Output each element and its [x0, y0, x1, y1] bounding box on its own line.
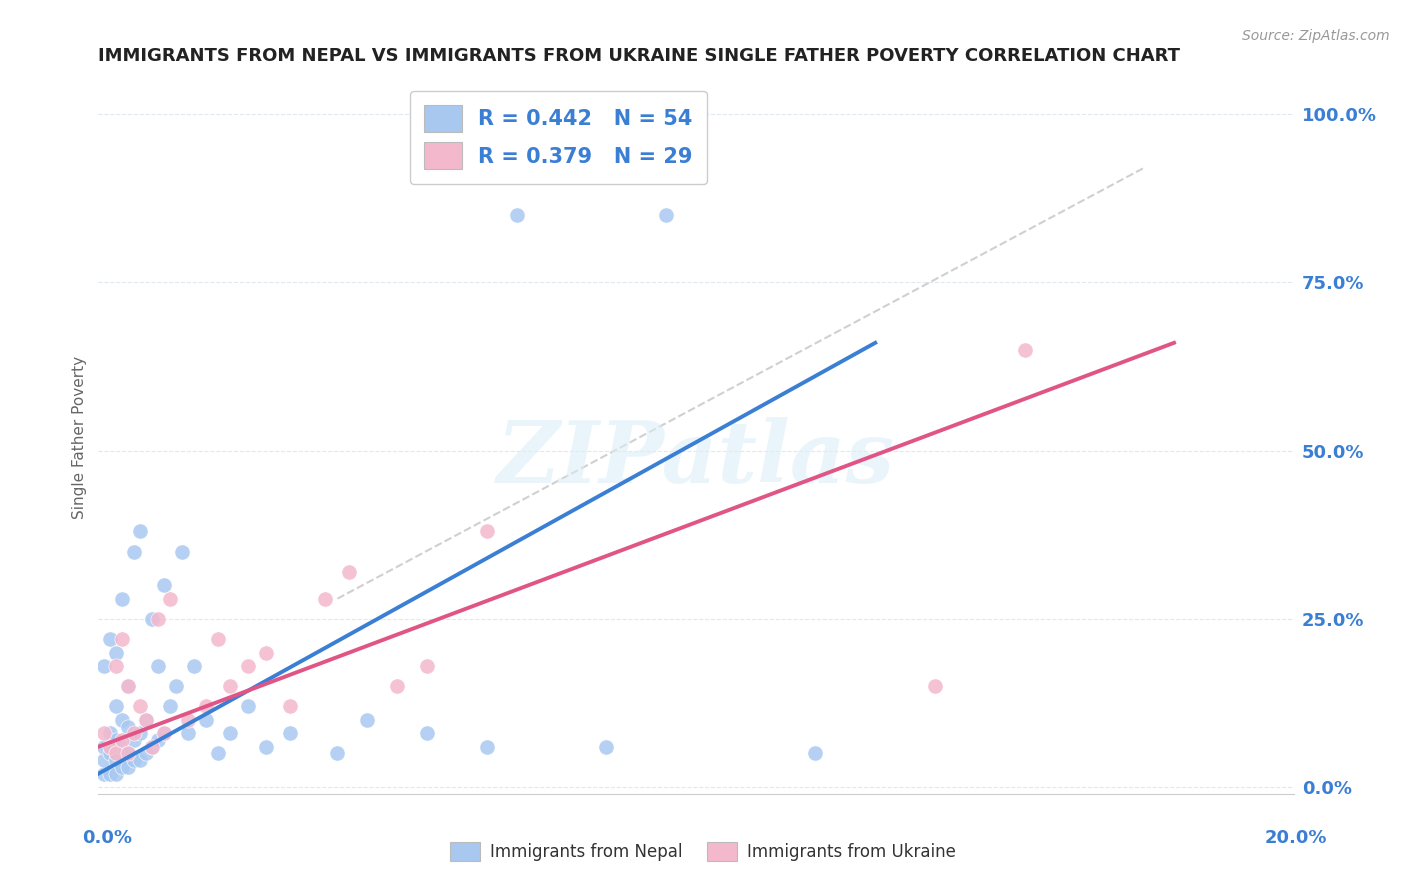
- Point: [153, 726, 176, 740]
- Text: IMMIGRANTS FROM NEPAL VS IMMIGRANTS FROM UKRAINE SINGLE FATHER POVERTY CORRELATI: IMMIGRANTS FROM NEPAL VS IMMIGRANTS FROM…: [98, 47, 1181, 65]
- Point: [93, 659, 115, 673]
- Text: 20.0%: 20.0%: [1265, 829, 1327, 847]
- Point: [475, 739, 498, 754]
- Point: [117, 747, 139, 761]
- Point: [98, 632, 122, 646]
- Point: [105, 699, 128, 714]
- Point: [105, 747, 128, 761]
- Text: Source: ZipAtlas.com: Source: ZipAtlas.com: [1241, 29, 1389, 43]
- Point: [254, 739, 277, 754]
- Point: [177, 726, 200, 740]
- Legend: Immigrants from Nepal, Immigrants from Ukraine: Immigrants from Nepal, Immigrants from U…: [443, 835, 963, 868]
- Point: [105, 753, 128, 767]
- Point: [254, 646, 277, 660]
- Point: [475, 524, 498, 539]
- Point: [183, 659, 205, 673]
- Point: [98, 726, 122, 740]
- Point: [236, 699, 259, 714]
- Point: [111, 733, 134, 747]
- Point: [148, 733, 170, 747]
- Point: [98, 747, 122, 761]
- Point: [172, 544, 194, 558]
- Point: [124, 726, 146, 740]
- Point: [356, 713, 378, 727]
- Point: [105, 733, 128, 747]
- Point: [93, 753, 115, 767]
- Point: [93, 766, 115, 780]
- Point: [124, 733, 146, 747]
- Point: [207, 632, 229, 646]
- Point: [124, 753, 146, 767]
- Point: [117, 679, 139, 693]
- Point: [93, 726, 115, 740]
- Point: [111, 739, 134, 754]
- Point: [506, 208, 529, 222]
- Point: [148, 612, 170, 626]
- Point: [385, 679, 409, 693]
- Point: [416, 726, 439, 740]
- Point: [124, 544, 146, 558]
- Point: [105, 646, 128, 660]
- Point: [111, 632, 134, 646]
- Point: [129, 753, 152, 767]
- Point: [219, 726, 242, 740]
- Text: ZIPatlas: ZIPatlas: [496, 417, 896, 500]
- Point: [195, 699, 218, 714]
- Legend: R = 0.442   N = 54, R = 0.379   N = 29: R = 0.442 N = 54, R = 0.379 N = 29: [409, 91, 707, 184]
- Point: [326, 747, 349, 761]
- Point: [416, 659, 439, 673]
- Y-axis label: Single Father Poverty: Single Father Poverty: [72, 356, 87, 518]
- Point: [98, 739, 122, 754]
- Point: [135, 713, 157, 727]
- Point: [159, 699, 181, 714]
- Point: [111, 760, 134, 774]
- Point: [655, 208, 678, 222]
- Point: [129, 524, 152, 539]
- Point: [177, 713, 200, 727]
- Point: [236, 659, 259, 673]
- Point: [105, 659, 128, 673]
- Point: [129, 726, 152, 740]
- Point: [93, 739, 115, 754]
- Point: [141, 612, 163, 626]
- Point: [278, 699, 301, 714]
- Point: [165, 679, 187, 693]
- Point: [117, 720, 139, 734]
- Point: [135, 747, 157, 761]
- Point: [135, 713, 157, 727]
- Point: [148, 659, 170, 673]
- Point: [153, 726, 176, 740]
- Point: [111, 591, 134, 606]
- Point: [804, 747, 827, 761]
- Point: [98, 766, 122, 780]
- Point: [141, 739, 163, 754]
- Point: [339, 565, 361, 579]
- Point: [111, 713, 134, 727]
- Point: [105, 766, 128, 780]
- Text: 0.0%: 0.0%: [82, 829, 132, 847]
- Point: [117, 679, 139, 693]
- Point: [595, 739, 617, 754]
- Point: [153, 578, 176, 592]
- Point: [1014, 343, 1036, 357]
- Point: [129, 699, 152, 714]
- Point: [159, 591, 181, 606]
- Point: [924, 679, 946, 693]
- Point: [278, 726, 301, 740]
- Point: [117, 760, 139, 774]
- Point: [141, 739, 163, 754]
- Point: [219, 679, 242, 693]
- Point: [207, 747, 229, 761]
- Point: [195, 713, 218, 727]
- Point: [315, 591, 337, 606]
- Point: [117, 747, 139, 761]
